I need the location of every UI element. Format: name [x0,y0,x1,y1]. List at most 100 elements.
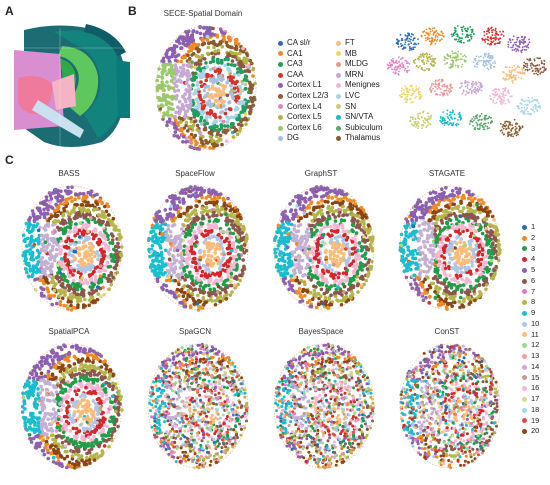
cluster-legend-label: 17 [531,394,540,403]
cluster-legend-item: 20 [522,426,539,437]
domain-legend-item: SN [336,102,382,113]
domain-legend-label: CA1 [287,48,303,58]
domain-legend-item: FT [336,38,382,49]
legend-swatch-icon [522,321,527,327]
domain-legend-label: MLDG [345,59,369,69]
legend-swatch-icon [522,278,527,284]
cluster-legend-item: 6 [522,276,539,287]
umap-plot [386,25,547,138]
legend-swatch-icon [336,51,341,57]
legend-swatch-icon [336,136,341,142]
clustering-plot-bayesspace [273,342,375,470]
panel-label-c: C [5,153,14,167]
method-title-graphst: GraphST [304,169,338,178]
clustering-plot-spatialpca [20,343,124,470]
legend-swatch-icon [336,125,341,131]
domain-legend-item: Subiculum [336,123,382,134]
method-title-spaceflow: SpaceFlow [175,169,215,178]
legend-swatch-icon [278,83,283,89]
legend-swatch-icon [278,72,283,78]
domain-legend-item: Cortex L2/3 [278,91,328,102]
domain-legend-item: Cortex L6 [278,123,328,134]
legend-swatch-icon [522,310,527,316]
cluster-legend-label: 1 [531,222,536,231]
panel-b-title: SECE-Spatial Domain [163,9,243,18]
domain-legend-label: Cortex L2/3 [287,90,329,100]
panel-label-a: A [5,4,14,18]
cluster-legend-item: 14 [522,362,539,373]
legend-swatch-icon [278,61,283,67]
legend-swatch-icon [522,332,527,338]
cluster-legend-item: 10 [522,319,539,330]
clustering-plot-spaceflow [146,185,249,312]
cluster-legend-label: 4 [531,254,536,264]
domain-legend-label: MB [345,48,357,58]
legend-swatch-icon [522,407,527,413]
cluster-legend-item: 16 [522,383,539,394]
method-title-stagate: STAGATE [428,169,466,178]
cluster-legend-item: 5 [522,265,539,276]
domain-legend-item: Cortex L5 [278,112,328,123]
domain-legend-item: CA1 [278,49,328,60]
domain-legend-item: MRN [336,70,382,81]
cluster-legend-item: 2 [522,233,539,244]
domain-legend-item: MB [336,49,382,60]
domain-legend-label: CAA [287,69,304,79]
cluster-legend-item: 11 [522,330,539,341]
cluster-legend-label: 13 [531,351,540,360]
legend-swatch-icon [336,104,341,110]
domain-legend-label: Cortex L6 [287,122,322,132]
cluster-legend-label: 19 [531,415,540,425]
domain-legend-label: Cortex L4 [287,101,322,111]
cluster-legend-item: 4 [522,254,539,265]
cluster-legend-item: 9 [522,308,539,319]
cluster-legend-label: 20 [531,426,540,436]
domain-legend-item: SN/VTA [336,112,382,123]
cluster-legend-item: 12 [522,340,539,351]
legend-swatch-icon [522,429,527,435]
cluster-legend-label: 6 [531,275,536,285]
domain-legend-col1: CA sl/r CA1 CA3 CAA Cortex L1 Cortex L2/3 Cort… [278,38,328,144]
domain-legend-item: Cortex L1 [278,80,328,91]
clustering-plot-bass [21,185,124,312]
cluster-legend-item: 7 [522,287,539,298]
cluster-legend-label: 2 [531,232,536,242]
domain-legend-item: DG [278,133,328,144]
legend-swatch-icon [278,40,283,46]
cluster-legend-label: 12 [531,340,540,350]
panel-label-b: B [128,4,137,18]
domain-legend-label: DG [287,133,299,143]
cluster-legend-label: 10 [531,318,540,328]
method-title-spatialpca: SpatialPCA [48,327,90,336]
cluster-legend-item: 18 [522,405,539,416]
legend-swatch-icon [522,375,527,381]
legend-swatch-icon [336,83,341,89]
cluster-legend-label: 5 [531,265,536,274]
domain-legend-label: Cortex L1 [287,80,322,90]
cluster-legend-label: 7 [531,286,536,296]
legend-swatch-icon [336,114,341,120]
domain-legend-label: CA3 [287,59,303,69]
legend-swatch-icon [522,224,527,230]
cluster-legend-label: 14 [531,361,540,371]
domain-legend-item: Cortex L4 [278,102,328,113]
legend-swatch-icon [336,40,341,46]
domain-legend-label: Menignes [345,80,380,90]
cluster-legend-label: 15 [531,372,540,382]
legend-swatch-icon [336,72,341,78]
legend-swatch-icon [522,353,527,359]
cluster-legend-label: 8 [531,297,536,307]
legend-swatch-icon [522,386,527,392]
cluster-legend-label: 11 [531,329,539,339]
domain-legend-item: CA sl/r [278,38,328,49]
legend-swatch-icon [522,267,527,273]
domain-legend-label: Thalamus [345,133,381,143]
legend-swatch-icon [278,51,283,57]
clustering-plot-const [399,343,501,470]
method-title-spagcn: SpaGCN [178,327,211,336]
cluster-legend-item: 13 [522,351,539,362]
legend-swatch-icon [278,125,283,131]
legend-swatch-icon [522,343,527,349]
domain-legend-item: Thalamus [336,133,382,144]
domain-legend-label: SN [345,101,357,111]
